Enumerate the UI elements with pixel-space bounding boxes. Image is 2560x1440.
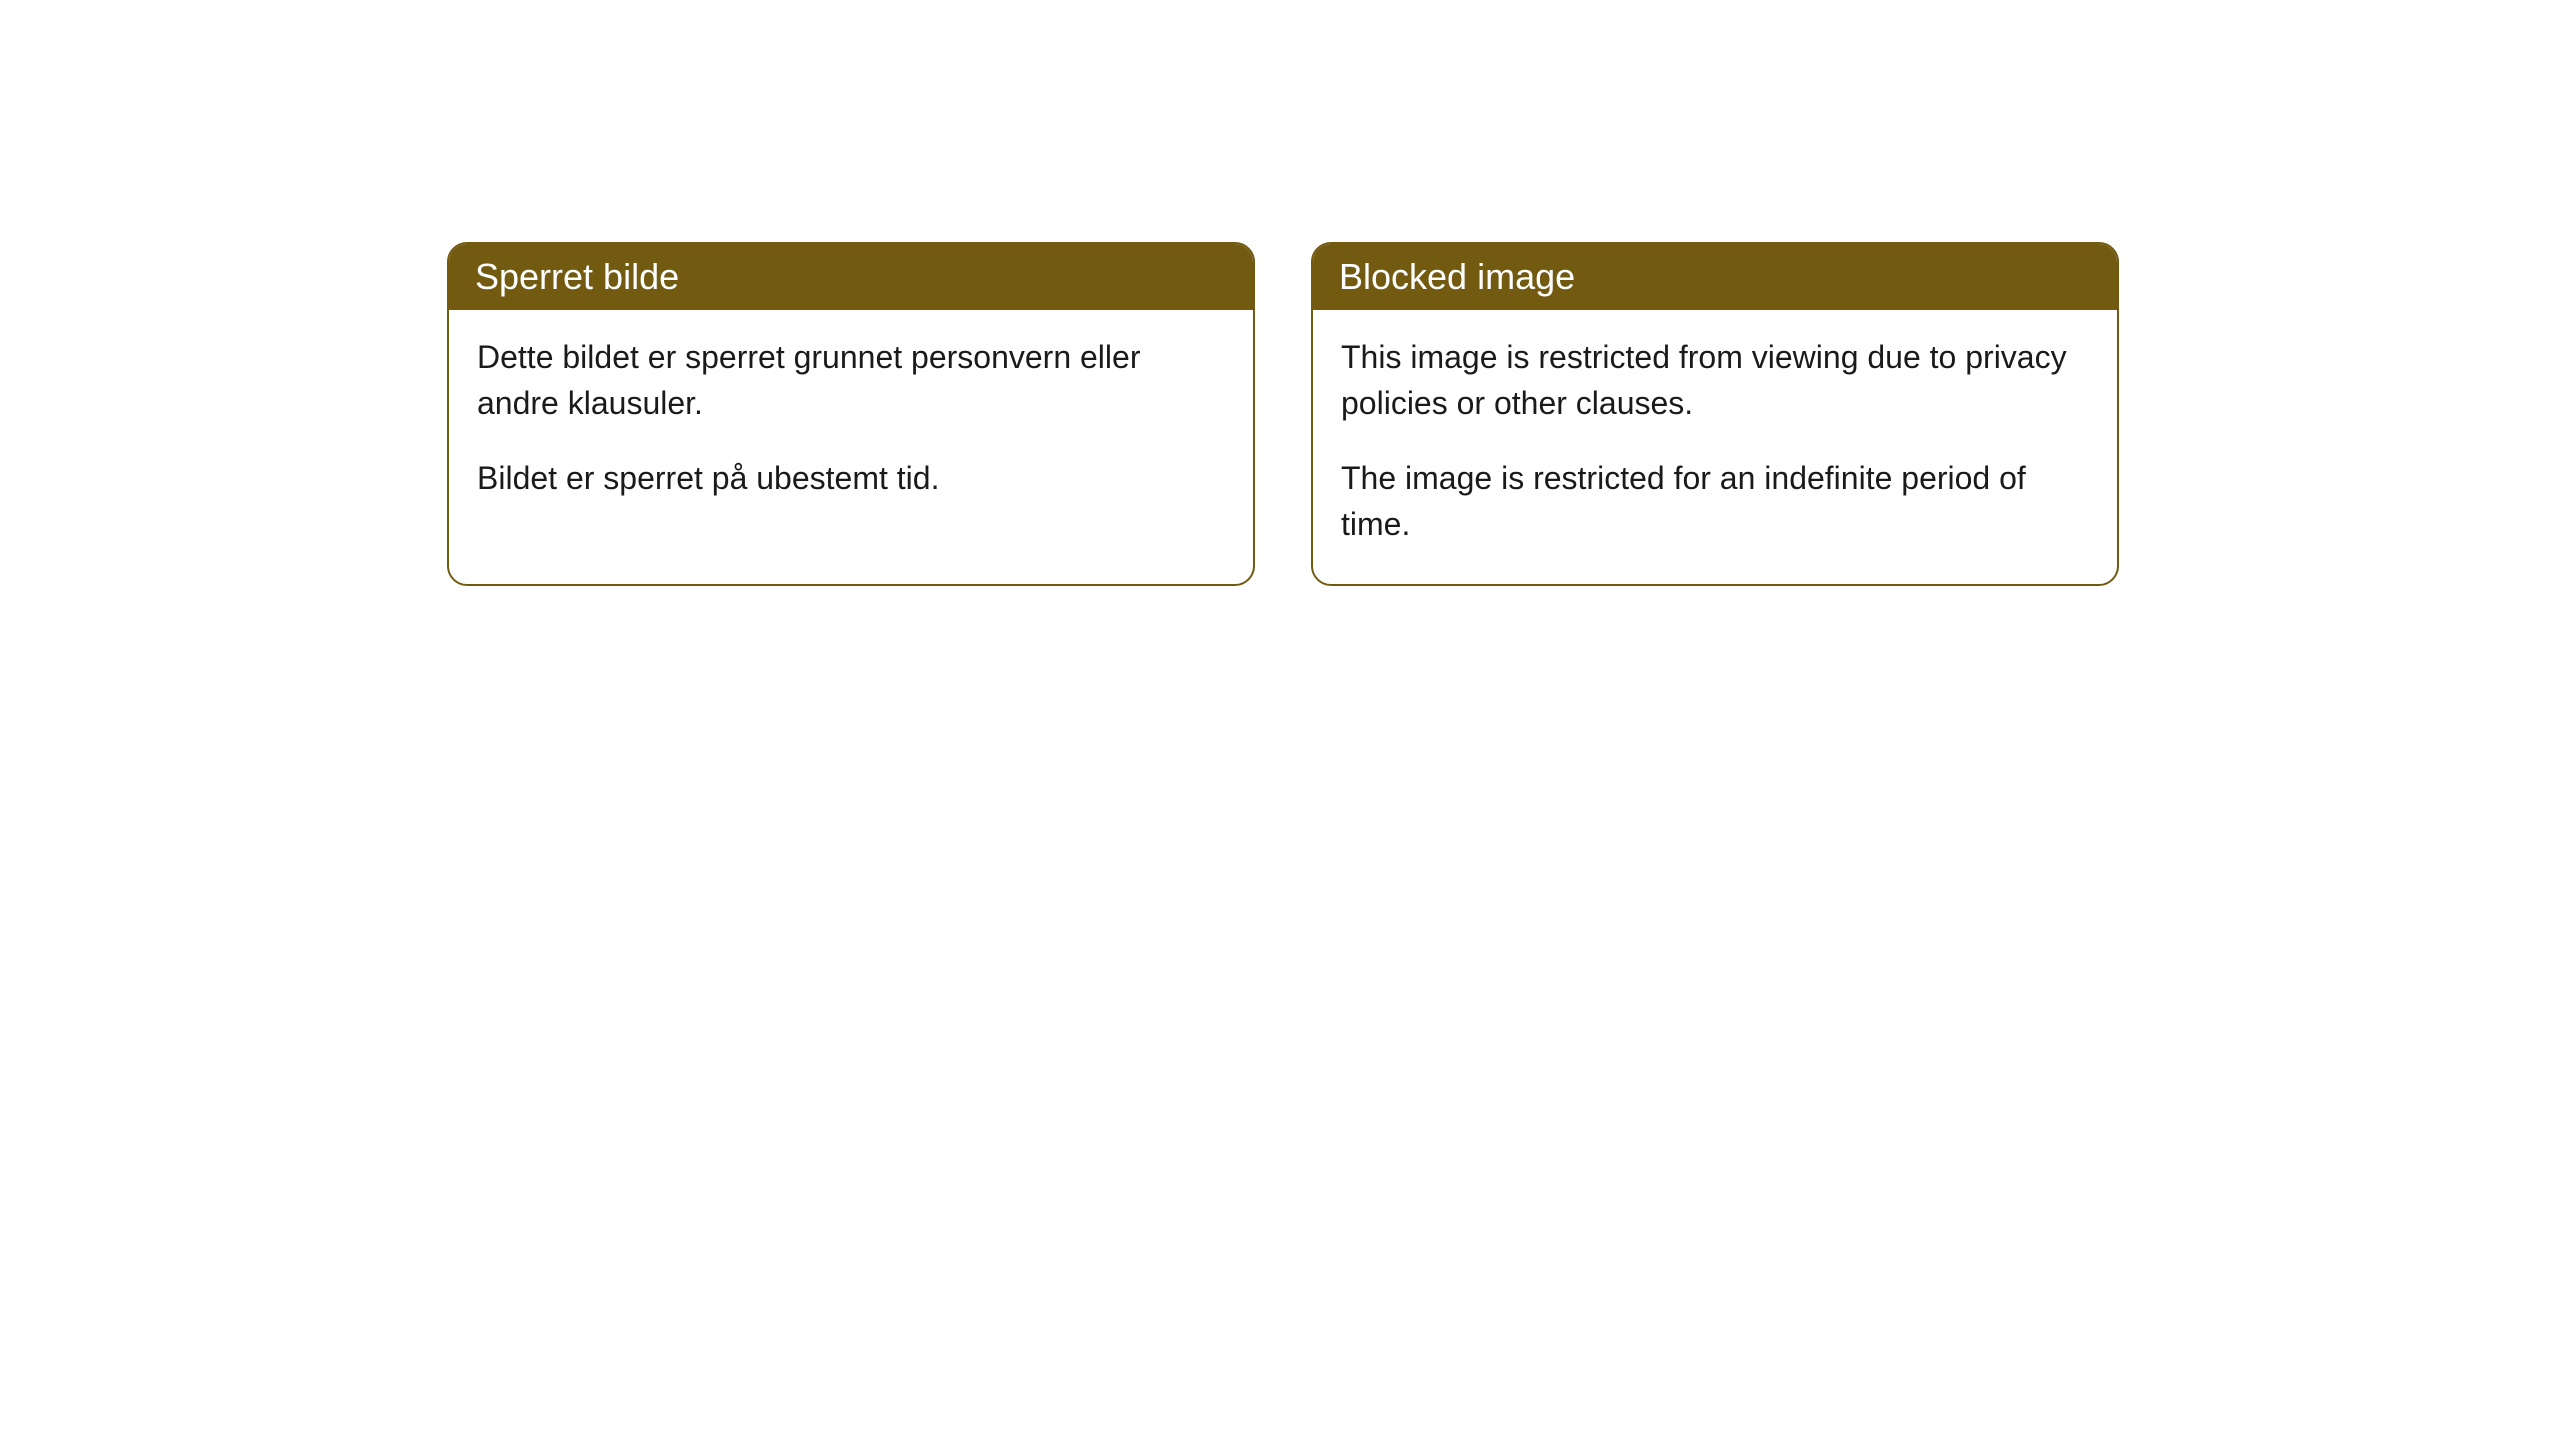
- card-body-english: This image is restricted from viewing du…: [1313, 310, 2117, 584]
- card-header-english: Blocked image: [1313, 244, 2117, 310]
- card-title: Blocked image: [1339, 256, 1575, 297]
- cards-container: Sperret bilde Dette bildet er sperret gr…: [0, 0, 2560, 586]
- card-paragraph-1: Dette bildet er sperret grunnet personve…: [477, 334, 1225, 427]
- card-header-norwegian: Sperret bilde: [449, 244, 1253, 310]
- card-paragraph-2: The image is restricted for an indefinit…: [1341, 455, 2089, 548]
- card-title: Sperret bilde: [475, 256, 679, 297]
- card-norwegian: Sperret bilde Dette bildet er sperret gr…: [447, 242, 1255, 586]
- card-english: Blocked image This image is restricted f…: [1311, 242, 2119, 586]
- card-paragraph-2: Bildet er sperret på ubestemt tid.: [477, 455, 1225, 501]
- card-body-norwegian: Dette bildet er sperret grunnet personve…: [449, 310, 1253, 537]
- card-paragraph-1: This image is restricted from viewing du…: [1341, 334, 2089, 427]
